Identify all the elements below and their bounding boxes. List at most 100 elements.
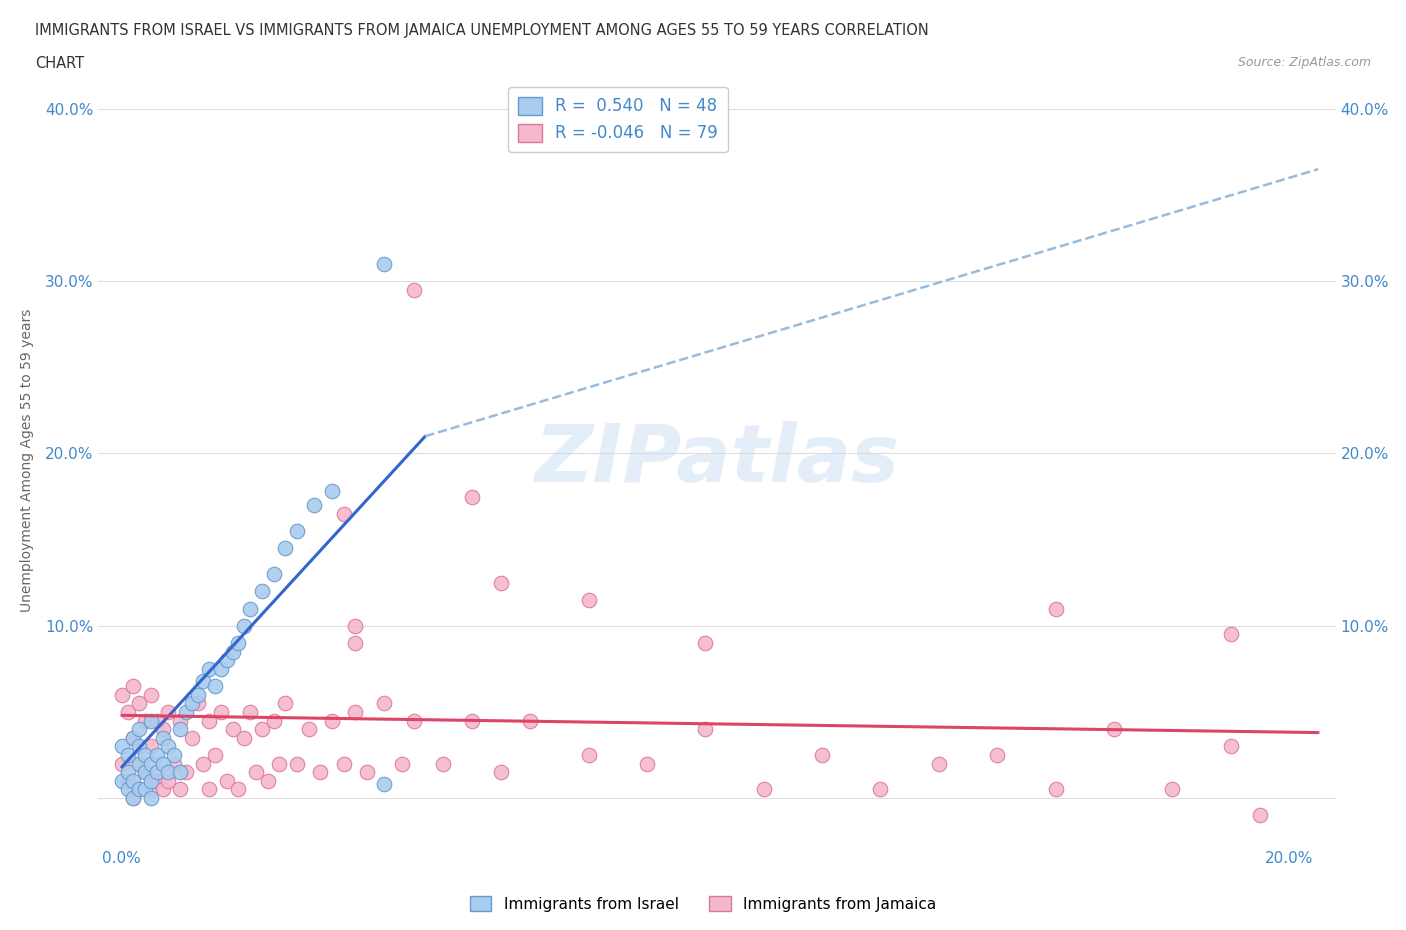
Point: [519, 713, 541, 728]
Point: [489, 576, 512, 591]
Point: [174, 704, 197, 719]
Point: [373, 696, 395, 711]
Point: [134, 713, 156, 728]
Point: [163, 748, 186, 763]
Point: [233, 730, 256, 745]
Point: [117, 748, 139, 763]
Point: [256, 774, 278, 789]
Point: [204, 679, 226, 694]
Point: [146, 748, 169, 763]
Point: [1045, 782, 1067, 797]
Point: [332, 506, 354, 521]
Point: [321, 484, 343, 498]
Point: [209, 704, 232, 719]
Point: [215, 774, 238, 789]
Point: [233, 618, 256, 633]
Point: [117, 764, 139, 779]
Point: [152, 782, 174, 797]
Point: [1249, 808, 1271, 823]
Point: [146, 764, 169, 779]
Point: [146, 774, 169, 789]
Point: [402, 713, 425, 728]
Point: [163, 756, 186, 771]
Point: [139, 782, 162, 797]
Point: [250, 722, 273, 737]
Point: [695, 635, 717, 650]
Point: [373, 257, 395, 272]
Point: [134, 764, 156, 779]
Point: [169, 764, 191, 779]
Point: [128, 756, 150, 771]
Point: [169, 722, 191, 737]
Point: [304, 498, 326, 512]
Point: [461, 489, 484, 504]
Point: [157, 704, 180, 719]
Point: [128, 782, 150, 797]
Text: ZIPatlas: ZIPatlas: [534, 421, 900, 499]
Point: [193, 756, 215, 771]
Point: [180, 730, 202, 745]
Point: [239, 601, 262, 616]
Point: [1161, 782, 1184, 797]
Point: [928, 756, 950, 771]
Text: CHART: CHART: [35, 56, 84, 71]
Legend: Immigrants from Israel, Immigrants from Jamaica: Immigrants from Israel, Immigrants from …: [464, 889, 942, 918]
Point: [285, 756, 308, 771]
Point: [122, 679, 145, 694]
Point: [228, 782, 250, 797]
Point: [117, 782, 139, 797]
Point: [157, 739, 180, 754]
Point: [274, 696, 297, 711]
Point: [263, 713, 285, 728]
Point: [169, 713, 191, 728]
Point: [239, 704, 262, 719]
Point: [122, 730, 145, 745]
Point: [811, 748, 834, 763]
Point: [250, 584, 273, 599]
Point: [152, 730, 174, 745]
Point: [204, 748, 226, 763]
Y-axis label: Unemployment Among Ages 55 to 59 years: Unemployment Among Ages 55 to 59 years: [20, 309, 34, 612]
Point: [344, 618, 367, 633]
Point: [122, 790, 145, 805]
Point: [128, 756, 150, 771]
Point: [228, 635, 250, 650]
Point: [187, 696, 209, 711]
Point: [198, 782, 221, 797]
Point: [356, 764, 378, 779]
Point: [157, 764, 180, 779]
Text: IMMIGRANTS FROM ISRAEL VS IMMIGRANTS FROM JAMAICA UNEMPLOYMENT AMONG AGES 55 TO : IMMIGRANTS FROM ISRAEL VS IMMIGRANTS FRO…: [35, 23, 929, 38]
Point: [157, 774, 180, 789]
Point: [139, 756, 162, 771]
Point: [117, 774, 139, 789]
Point: [139, 739, 162, 754]
Point: [146, 713, 169, 728]
Point: [209, 661, 232, 676]
Point: [139, 713, 162, 728]
Point: [187, 687, 209, 702]
Point: [391, 756, 413, 771]
Point: [489, 764, 512, 779]
Text: Source: ZipAtlas.com: Source: ZipAtlas.com: [1237, 56, 1371, 69]
Point: [174, 764, 197, 779]
Point: [111, 687, 134, 702]
Point: [297, 722, 319, 737]
Point: [134, 782, 156, 797]
Point: [263, 566, 285, 581]
Point: [169, 782, 191, 797]
Point: [128, 739, 150, 754]
Legend: R =  0.540   N = 48, R = -0.046   N = 79: R = 0.540 N = 48, R = -0.046 N = 79: [509, 86, 728, 153]
Point: [193, 673, 215, 688]
Point: [332, 756, 354, 771]
Point: [122, 774, 145, 789]
Point: [1045, 601, 1067, 616]
Point: [274, 540, 297, 555]
Point: [1102, 722, 1125, 737]
Point: [344, 704, 367, 719]
Point: [111, 739, 134, 754]
Point: [869, 782, 891, 797]
Point: [578, 748, 600, 763]
Point: [139, 774, 162, 789]
Point: [636, 756, 658, 771]
Point: [432, 756, 454, 771]
